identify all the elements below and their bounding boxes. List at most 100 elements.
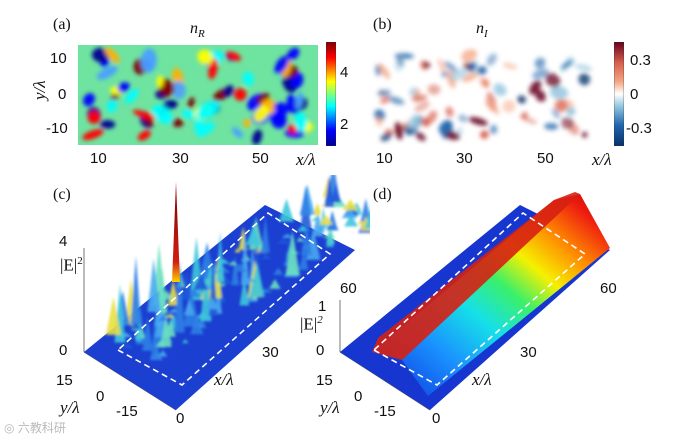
c-surface-spike <box>360 198 370 222</box>
d-zlabel-sup: 2 <box>317 314 323 326</box>
c-surface-spike <box>190 313 204 335</box>
c-surface-spike <box>319 214 333 225</box>
b-index-blob <box>566 107 576 116</box>
watermark-icon: ◎ <box>4 421 18 435</box>
watermark: ◎ 六教科研 <box>4 419 66 436</box>
b-index-blob <box>561 116 574 129</box>
a-index-blob <box>91 47 110 63</box>
c-surface-spike <box>165 313 175 318</box>
c-surface-spike <box>249 262 265 297</box>
b-index-blob <box>535 90 546 102</box>
c-surface-spike <box>216 231 225 283</box>
b-index-blob <box>493 83 507 96</box>
b-index-blob <box>445 131 461 141</box>
a-ytick-1: 0 <box>58 86 67 103</box>
a-index-blob <box>104 47 120 64</box>
c-domain-boundary <box>116 211 332 386</box>
panel-c-surface <box>83 175 370 411</box>
panel-a-title: nR <box>190 20 205 40</box>
c-surface-spike <box>311 217 321 221</box>
c-zlabel-main: |E| <box>60 255 78 275</box>
b-index-blob <box>427 84 441 95</box>
a-index-blob <box>83 93 95 107</box>
c-surface-spike <box>228 260 238 266</box>
c-surface-spike <box>156 267 168 314</box>
a-index-blob <box>194 118 204 132</box>
c-surface-spike <box>204 297 220 310</box>
b-index-blob <box>532 68 549 80</box>
c-ztick-1: 0 <box>59 342 68 359</box>
a-index-blob <box>208 58 218 80</box>
b-index-blob <box>458 114 468 123</box>
a-index-blob <box>171 81 186 99</box>
c-zlabel: |E|2 <box>60 255 83 276</box>
a-index-blob <box>132 109 157 121</box>
c-peak <box>172 182 180 282</box>
b-xlabel: x/λ <box>592 150 612 169</box>
c-surface-spike <box>105 296 122 335</box>
a-colorbar <box>326 42 336 146</box>
a-xtick-0: 10 <box>90 150 107 167</box>
c-ytick-0: 15 <box>56 372 73 389</box>
b-index-blob <box>477 66 487 75</box>
b-index-blob <box>437 58 446 74</box>
b-index-blob <box>462 61 472 71</box>
b-index-blob <box>560 60 573 70</box>
b-index-blob <box>449 68 468 81</box>
a-index-blob <box>156 75 164 88</box>
c-surface-spike <box>296 237 304 242</box>
a-index-blob <box>243 119 252 127</box>
b-index-blob <box>581 131 588 138</box>
panel-b-title-main: n <box>476 20 484 37</box>
d-ylabel: y/λ <box>320 398 340 417</box>
c-surface-spike <box>300 185 312 216</box>
b-index-blob <box>502 62 518 70</box>
b-xtick-2: 50 <box>537 150 554 167</box>
b-index-blob <box>426 110 438 124</box>
c-surface-spike <box>299 249 309 270</box>
b-index-blob <box>380 132 392 142</box>
panel-c-label: (c) <box>53 186 71 203</box>
b-index-blob <box>394 122 404 140</box>
panel-a-field <box>82 47 313 145</box>
c-surface-spike <box>155 340 167 347</box>
panel-b-title-sub: I <box>484 28 488 41</box>
a-xtick-1: 30 <box>172 150 189 167</box>
c-surface-spike <box>261 216 270 253</box>
c-surface-spike <box>147 258 160 312</box>
panel-b-title: nI <box>476 20 488 40</box>
a-index-blob <box>152 104 173 125</box>
c-surface-spike <box>260 254 272 260</box>
c-surface-spike <box>142 316 153 351</box>
b-xtick-0: 10 <box>376 150 393 167</box>
panel-a-label: (a) <box>53 16 71 33</box>
d-xtick-0: 0 <box>432 410 441 427</box>
c-surface-spike <box>184 298 195 316</box>
c-xtick-2: 60 <box>340 280 357 297</box>
c-surface-spike <box>341 208 358 219</box>
b-index-blob <box>423 61 431 68</box>
c-surface-spike <box>129 322 142 330</box>
d-ridge-crest <box>372 192 580 360</box>
c-surface-spike <box>245 225 262 246</box>
d-ytick-1: 0 <box>354 388 363 405</box>
d-ridge <box>372 194 610 396</box>
a-cbar-tick-1: 2 <box>340 116 349 133</box>
c-surface-spike <box>364 210 370 229</box>
b-index-blob <box>377 89 387 97</box>
a-index-blob <box>181 109 196 120</box>
c-surface-spike <box>182 270 192 300</box>
a-index-blob <box>223 85 234 97</box>
c-zlabel-sup: 2 <box>77 255 83 267</box>
c-surface-spike <box>239 276 250 306</box>
a-cbar-tick-0: 4 <box>340 64 349 81</box>
b-index-blob <box>483 78 490 87</box>
b-cbar-tick-1: 0 <box>630 86 639 103</box>
a-index-blob <box>137 130 151 141</box>
a-index-blob <box>106 99 118 113</box>
a-index-blob <box>197 49 214 65</box>
a-index-blob <box>99 120 116 129</box>
c-surface-spike <box>326 210 338 231</box>
c-surface-spike <box>344 214 359 227</box>
c-surface-spike <box>301 222 312 256</box>
